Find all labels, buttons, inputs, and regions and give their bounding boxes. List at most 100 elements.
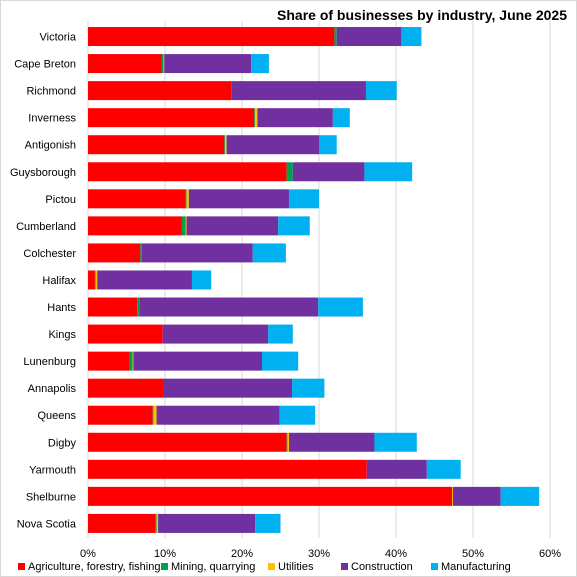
legend-label: Mining, quarrying <box>171 561 255 573</box>
legend-label: Manufacturing <box>441 561 511 573</box>
legend-label: Agriculture, forestry, fishing <box>28 561 160 573</box>
bar-segment <box>88 351 130 371</box>
legend-label: Construction <box>351 561 413 573</box>
bar-segment <box>452 486 501 506</box>
legend-swatch <box>431 563 438 570</box>
bar-segment <box>181 216 186 236</box>
bar-segment <box>88 270 95 290</box>
bar-segment <box>88 216 182 236</box>
bar-segment <box>286 432 288 452</box>
bar-segment <box>88 459 367 479</box>
bar-segment <box>287 432 289 452</box>
category-label: Cumberland <box>16 221 76 233</box>
x-tick-label: 40% <box>385 548 407 560</box>
category-label: Lunenburg <box>23 356 76 368</box>
bar-segment <box>336 27 402 47</box>
bar-segment <box>161 54 164 74</box>
bar-segment <box>88 324 163 344</box>
bar-segment <box>452 486 453 506</box>
x-tick-label: 60% <box>539 548 561 560</box>
legend-swatch <box>161 563 168 570</box>
legend-item: Mining, quarrying <box>161 561 255 573</box>
bar-segment <box>141 243 253 263</box>
bar-segment <box>164 54 252 74</box>
bar-segment <box>364 162 413 182</box>
bar-segment <box>88 243 141 263</box>
x-tick-label: 50% <box>462 548 484 560</box>
bar-segment <box>88 189 186 209</box>
bar-segment <box>252 243 286 263</box>
bar-segment <box>88 432 287 452</box>
bar-segment <box>292 378 325 398</box>
bar-segment <box>224 135 226 155</box>
bar-segment <box>279 405 316 425</box>
category-label: Cape Breton <box>14 59 76 71</box>
category-label: Shelburne <box>26 491 76 503</box>
legend-item: Construction <box>341 561 413 573</box>
bar-segment <box>185 189 187 209</box>
bar-segment <box>374 432 417 452</box>
bar-segment <box>155 513 157 533</box>
bar-segment <box>231 81 366 101</box>
bar-segment <box>95 270 98 290</box>
category-label: Victoria <box>40 32 77 44</box>
category-label: Antigonish <box>25 140 76 152</box>
bar-segment <box>133 351 263 371</box>
bar-segment <box>153 405 157 425</box>
bar-segment <box>152 405 154 425</box>
bar-segment <box>255 513 281 533</box>
legend-swatch <box>268 563 275 570</box>
bar-segment <box>156 513 159 533</box>
bar-segment <box>88 54 162 74</box>
bar-segment <box>226 135 319 155</box>
legend-swatch <box>341 563 348 570</box>
bar-segment <box>88 135 225 155</box>
category-label: Kings <box>48 329 76 341</box>
bar-segment <box>88 27 335 47</box>
category-label: Hants <box>47 302 76 314</box>
category-label: Queens <box>37 410 76 422</box>
bar-segment <box>191 270 212 290</box>
x-tick-label: 30% <box>308 548 330 560</box>
bar-segment <box>186 216 279 236</box>
bar-segment <box>332 108 350 128</box>
bar-segment <box>88 162 287 182</box>
bar-segment <box>88 81 232 101</box>
bar-segment <box>162 324 269 344</box>
bar-segment <box>254 108 256 128</box>
bar-segment <box>185 216 187 236</box>
category-label: Yarmouth <box>29 464 76 476</box>
bar-segment <box>137 297 140 317</box>
bar-segment <box>88 405 153 425</box>
bar-segment <box>262 351 299 371</box>
chart-title: Share of businesses by industry, June 20… <box>277 7 567 23</box>
category-label: Richmond <box>26 86 76 98</box>
bar-segment <box>292 162 365 182</box>
category-label: Nova Scotia <box>17 518 77 530</box>
category-labels: Victoria Cape Breton Richmond Inverness Anti… <box>10 32 77 531</box>
bar-segment <box>188 189 289 209</box>
bar-segment <box>94 270 96 290</box>
bar-segment <box>132 351 134 371</box>
legend: Agriculture, forestry, fishing Mining, qu… <box>18 561 511 573</box>
bar-segment <box>163 54 165 74</box>
bar-segment <box>288 432 375 452</box>
bar-segment <box>140 243 142 263</box>
legend-label: Utilities <box>278 561 314 573</box>
bar-segment <box>129 351 133 371</box>
bar-segment <box>225 135 227 155</box>
category-label: Inverness <box>28 113 76 125</box>
bar-segment <box>286 162 293 182</box>
bar-segment <box>88 513 156 533</box>
bar-segment <box>156 405 280 425</box>
bar-segment <box>251 54 269 74</box>
bar-segment <box>257 108 333 128</box>
bar-segment <box>426 459 461 479</box>
gridlines <box>87 21 551 538</box>
bar-segment <box>158 513 256 533</box>
bar-segment <box>88 108 255 128</box>
bar-segment <box>88 378 164 398</box>
legend-item: Agriculture, forestry, fishing <box>18 561 160 573</box>
legend-item: Manufacturing <box>431 561 511 573</box>
